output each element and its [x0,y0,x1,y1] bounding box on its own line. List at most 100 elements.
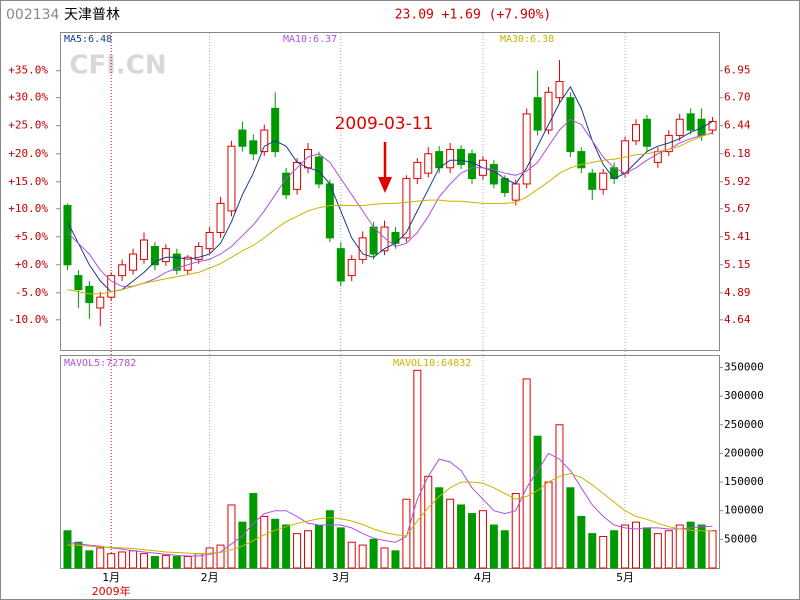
candle-body [686,113,695,131]
candle-body [588,172,597,190]
x-tick-label: 2月 [201,571,219,584]
candle-body [708,120,717,131]
vol-tick-label: 150000 [724,475,764,488]
volume-bar [446,498,455,569]
volume-bar [325,510,334,569]
candle-body [249,140,258,155]
y-left-tick-label: +35.0% [8,64,48,77]
volume-bar [533,435,542,569]
candle-body [632,124,640,142]
candle-body [347,258,356,277]
vol-tick-label: 350000 [724,360,764,373]
y-left-tick-label: +5.0% [15,230,48,243]
volume-bar [216,544,225,569]
volume-bar [140,553,148,569]
volume-bar [358,544,367,569]
vol-tick-label: 50000 [724,532,757,545]
candle-body [129,253,138,271]
x-tick-label: 1月 [102,571,120,584]
volume-bar [544,481,553,569]
candle-body [500,178,509,194]
stock-code: 002134 [6,7,60,23]
candle-body [140,239,148,260]
y-left-tick-label: +0.0% [15,258,48,271]
ma-line [67,131,713,295]
candle-body [336,248,345,282]
y-left-tick-label: +15.0% [8,175,48,188]
candle-body [150,245,159,266]
volume-bar [588,533,597,569]
candle-body [577,151,586,169]
volume-bar [511,493,520,569]
y-tick-label: 6.44 [724,119,751,132]
volume-bar [74,541,83,569]
volume-bar [435,487,444,569]
volume-bar [380,547,389,569]
volume-bar [632,521,640,569]
candle-body [675,118,684,136]
volume-bar [566,487,575,569]
x-tick-label: 5月 [616,571,634,584]
candle-body [172,253,181,271]
candle-body [271,107,280,153]
watermark: CFI.CN [69,51,166,81]
volume-bar [260,515,269,569]
volume-bar [599,535,608,569]
candle-body [325,183,334,239]
candle-body [424,153,433,174]
volume-bar [129,550,138,569]
volume-bar [468,513,476,569]
y-tick-label: 6.95 [724,64,751,77]
vol-tick-label: 100000 [724,504,764,517]
quote: 23.09 +1.69 (+7.90%) [395,8,552,23]
y-tick-label: 4.89 [724,286,751,299]
volume-bar [304,530,312,569]
y-tick-label: 5.67 [724,202,751,215]
volume-bar [85,550,94,569]
candle-body [468,153,476,180]
y-left-tick-label: +10.0% [8,202,48,215]
candle-body [566,97,575,153]
volume-bar [457,504,466,569]
candle-body [457,148,466,166]
year-label: 2009年 [92,584,131,598]
volume-bar [610,530,619,569]
vol-tick-label: 300000 [724,389,764,402]
candle-body [96,296,105,309]
candle-body [118,264,127,277]
volume-bar [172,556,181,569]
volume-bar [249,493,258,569]
y-left-tick-label: +30.0% [8,91,48,104]
candle-body [194,245,203,260]
candle-body [63,205,72,266]
volume-bar [675,524,684,569]
x-tick-label: 4月 [474,571,492,584]
volume-bar [402,498,411,569]
stock-name: 天津普林 [64,7,120,23]
volume-bar [653,533,662,569]
volume-bar [271,518,280,569]
volume-bar [183,556,192,569]
volume-bar [391,550,400,569]
candle-body [85,285,94,304]
candle-body [544,91,553,131]
candle-body [642,118,651,147]
volume-bar [282,524,291,569]
volume-bar [293,533,302,569]
volume-bar [424,475,433,569]
candle-body [599,172,608,190]
volume-bar [227,504,236,569]
y-tick-label: 5.15 [724,258,751,271]
candle-body [402,178,411,239]
volume-bar [697,524,706,569]
y-left-tick-label: -5.0% [15,286,48,299]
y-tick-label: 6.18 [724,147,751,160]
candle-body [238,129,247,147]
candle-body [435,151,444,169]
volume-bar [478,510,487,569]
candle-body [522,113,531,185]
candle-body [107,275,116,298]
volume-bar [686,521,695,569]
legend-entry: MA30:6.38 [500,34,554,45]
